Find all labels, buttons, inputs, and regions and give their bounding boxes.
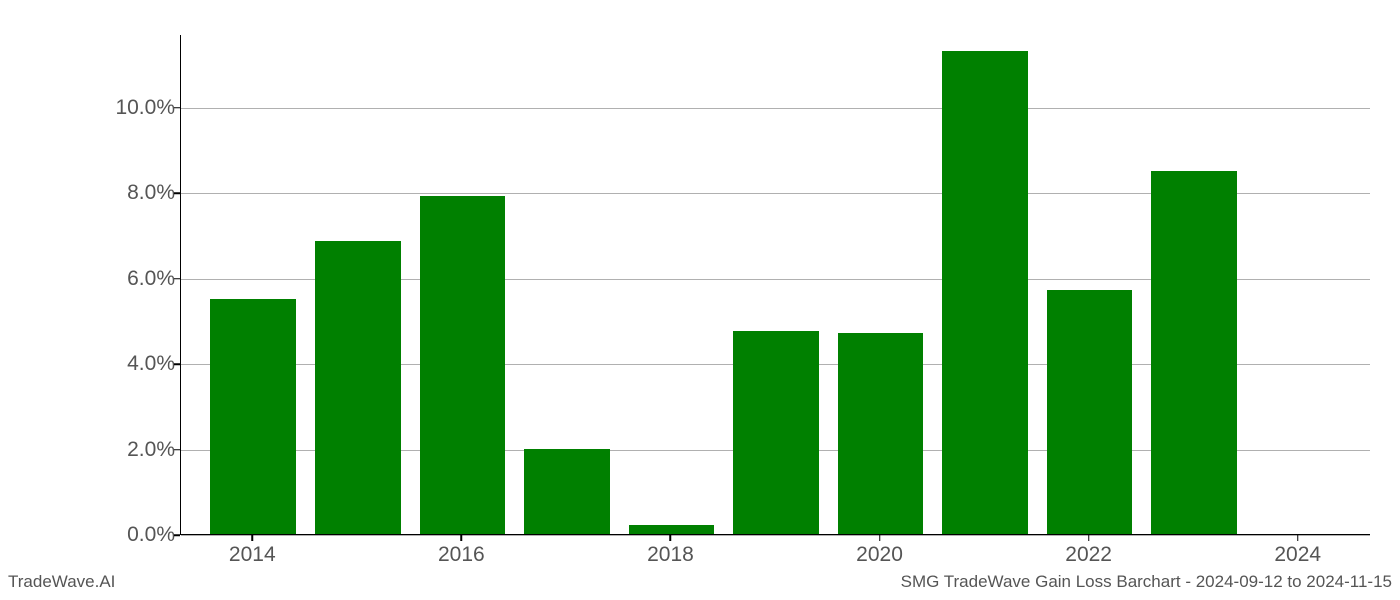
x-tick-label: 2018: [647, 543, 694, 567]
x-tick-mark: [252, 535, 254, 541]
x-tick-mark: [461, 535, 463, 541]
bar: [1047, 290, 1133, 534]
footer-brand: TradeWave.AI: [8, 572, 115, 592]
bar: [942, 51, 1028, 534]
y-tick-label: 8.0%: [95, 181, 175, 205]
y-tick-mark: [174, 534, 180, 536]
y-tick-mark: [174, 278, 180, 280]
y-tick-label: 10.0%: [95, 96, 175, 120]
y-tick-label: 0.0%: [95, 523, 175, 547]
gridline: [181, 535, 1370, 536]
x-tick-label: 2024: [1274, 543, 1321, 567]
y-tick-mark: [174, 449, 180, 451]
x-tick-mark: [1297, 535, 1299, 541]
bar: [315, 241, 401, 534]
x-tick-mark: [879, 535, 881, 541]
y-tick-mark: [174, 192, 180, 194]
y-tick-mark: [174, 107, 180, 109]
bar: [629, 525, 715, 534]
y-tick-label: 4.0%: [95, 352, 175, 376]
footer-caption: SMG TradeWave Gain Loss Barchart - 2024-…: [901, 572, 1392, 592]
axes-frame: [180, 35, 1370, 535]
x-tick-label: 2014: [229, 543, 276, 567]
chart-plot-area: [180, 35, 1370, 535]
bar: [524, 449, 610, 534]
x-tick-label: 2020: [856, 543, 903, 567]
bar: [420, 196, 506, 534]
bar: [733, 331, 819, 534]
bar: [210, 299, 296, 534]
y-tick-label: 2.0%: [95, 438, 175, 462]
gridline: [181, 108, 1370, 109]
x-tick-label: 2016: [438, 543, 485, 567]
x-tick-mark: [1088, 535, 1090, 541]
y-tick-label: 6.0%: [95, 267, 175, 291]
bar: [1151, 171, 1237, 534]
x-tick-mark: [670, 535, 672, 541]
bar: [838, 333, 924, 534]
y-tick-mark: [174, 363, 180, 365]
x-tick-label: 2022: [1065, 543, 1112, 567]
